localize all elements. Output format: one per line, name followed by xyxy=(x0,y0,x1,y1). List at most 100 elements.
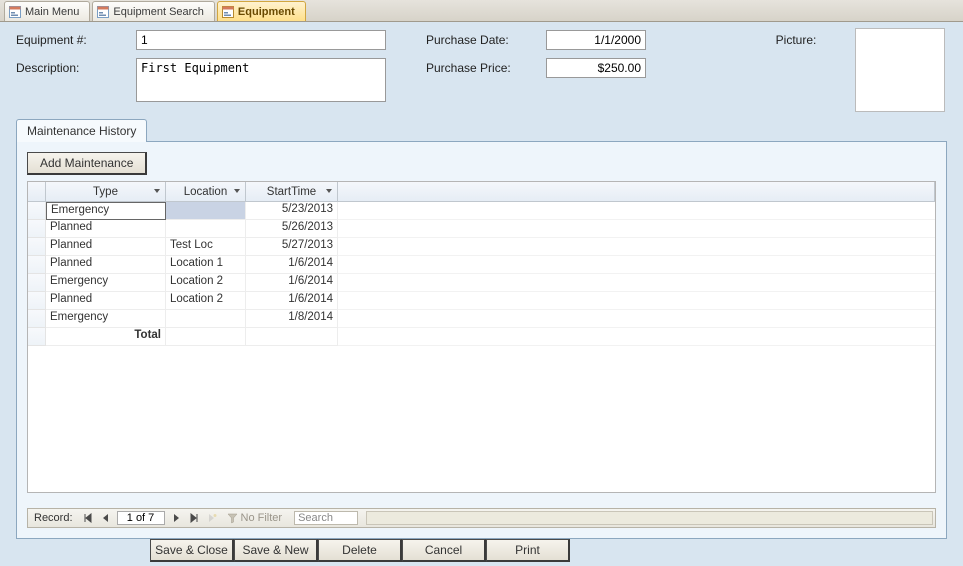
cell-empty xyxy=(338,328,935,346)
form-icon xyxy=(9,6,21,18)
nav-new-button[interactable] xyxy=(203,509,221,527)
print-button[interactable]: Print xyxy=(486,539,570,562)
column-header-starttime[interactable]: StartTime xyxy=(246,182,338,201)
form-icon xyxy=(97,6,109,18)
row-selector[interactable] xyxy=(28,274,46,292)
cell-location[interactable]: Test Loc xyxy=(166,238,246,256)
nav-first-button[interactable] xyxy=(79,509,97,527)
tab-label: Main Menu xyxy=(25,6,79,18)
table-row[interactable]: Planned 5/26/2013 xyxy=(28,220,935,238)
tab-label: Equipment xyxy=(238,6,295,18)
table-row[interactable]: Emergency 1/8/2014 xyxy=(28,310,935,328)
tab-main-menu[interactable]: Main Menu xyxy=(4,1,90,21)
picture-box[interactable] xyxy=(855,28,945,112)
column-header-blank xyxy=(338,182,935,201)
chevron-down-icon[interactable] xyxy=(232,186,242,196)
row-selector[interactable] xyxy=(28,310,46,328)
table-row[interactable]: Emergency 5/23/2013 xyxy=(28,202,935,220)
chevron-down-icon[interactable] xyxy=(324,186,334,196)
cell-type[interactable]: Planned xyxy=(46,292,166,310)
maintenance-history-panel: Add Maintenance Type Location xyxy=(16,141,947,539)
cell-empty xyxy=(338,256,935,274)
row-selector[interactable] xyxy=(28,238,46,256)
column-label: Location xyxy=(184,186,227,198)
row-selector[interactable] xyxy=(28,220,46,238)
cell-empty xyxy=(338,310,935,328)
totals-label: Total xyxy=(46,328,166,346)
nav-next-button[interactable] xyxy=(167,509,185,527)
tab-maintenance-history[interactable]: Maintenance History xyxy=(16,119,147,142)
column-label: Type xyxy=(93,186,118,198)
record-label: Record: xyxy=(28,509,79,527)
no-filter-indicator[interactable]: No Filter xyxy=(221,509,289,527)
cell-empty xyxy=(166,328,246,346)
cell-empty xyxy=(338,202,935,220)
cell-empty xyxy=(338,274,935,292)
delete-button[interactable]: Delete xyxy=(318,539,402,562)
form-action-bar: Save & Close Save & New Delete Cancel Pr… xyxy=(0,539,963,562)
save-close-button[interactable]: Save & Close xyxy=(150,539,234,562)
cell-starttime[interactable]: 5/27/2013 xyxy=(246,238,338,256)
equipment-no-input[interactable] xyxy=(136,30,386,50)
document-tabs: Main Menu Equipment Search Equipment xyxy=(0,0,963,22)
cell-location[interactable] xyxy=(166,202,246,220)
cell-type[interactable]: Emergency xyxy=(46,274,166,292)
cell-empty xyxy=(338,220,935,238)
row-selector[interactable] xyxy=(28,202,46,220)
table-row[interactable]: PlannedTest Loc5/27/2013 xyxy=(28,238,935,256)
cell-empty xyxy=(338,292,935,310)
description-input[interactable] xyxy=(136,58,386,102)
cell-type[interactable]: Planned xyxy=(46,220,166,238)
cell-location[interactable] xyxy=(166,220,246,238)
table-row[interactable]: EmergencyLocation 21/6/2014 xyxy=(28,274,935,292)
cell-starttime[interactable]: 1/6/2014 xyxy=(246,256,338,274)
cell-starttime[interactable]: 5/26/2013 xyxy=(246,220,338,238)
cell-starttime[interactable]: 1/6/2014 xyxy=(246,292,338,310)
form-icon xyxy=(222,6,234,18)
record-search-input[interactable] xyxy=(294,511,358,525)
cancel-button[interactable]: Cancel xyxy=(402,539,486,562)
purchase-price-input[interactable] xyxy=(546,58,646,78)
cell-location[interactable]: Location 1 xyxy=(166,256,246,274)
filter-icon xyxy=(227,513,238,524)
description-label: Description: xyxy=(16,58,136,75)
table-row[interactable]: PlannedLocation 11/6/2014 xyxy=(28,256,935,274)
totals-row: Total xyxy=(28,328,935,346)
cell-type[interactable]: Emergency xyxy=(46,310,166,328)
column-label: StartTime xyxy=(267,186,316,198)
cell-location[interactable] xyxy=(166,310,246,328)
tab-label: Equipment Search xyxy=(113,6,204,18)
select-all-rows[interactable] xyxy=(28,182,46,201)
purchase-price-label: Purchase Price: xyxy=(426,58,546,75)
column-header-type[interactable]: Type xyxy=(46,182,166,201)
record-navigator: Record: No Filter xyxy=(27,508,936,528)
cell-type[interactable]: Planned xyxy=(46,238,166,256)
picture-label: Picture: xyxy=(766,30,826,47)
cell-starttime[interactable]: 5/23/2013 xyxy=(246,202,338,220)
cell-type[interactable]: Emergency xyxy=(46,202,166,220)
chevron-down-icon[interactable] xyxy=(152,186,162,196)
row-selector[interactable] xyxy=(28,292,46,310)
cell-starttime[interactable]: 1/8/2014 xyxy=(246,310,338,328)
record-position-input[interactable] xyxy=(117,511,165,525)
cell-location[interactable]: Location 2 xyxy=(166,292,246,310)
row-selector[interactable] xyxy=(28,256,46,274)
cell-empty xyxy=(338,238,935,256)
cell-type[interactable]: Planned xyxy=(46,256,166,274)
cell-location[interactable]: Location 2 xyxy=(166,274,246,292)
table-row[interactable]: PlannedLocation 21/6/2014 xyxy=(28,292,935,310)
equipment-no-label: Equipment #: xyxy=(16,30,136,47)
column-header-location[interactable]: Location xyxy=(166,182,246,201)
horizontal-scrollbar[interactable] xyxy=(366,511,933,525)
add-maintenance-button[interactable]: Add Maintenance xyxy=(27,152,147,175)
nav-prev-button[interactable] xyxy=(97,509,115,527)
save-new-button[interactable]: Save & New xyxy=(234,539,318,562)
tab-equipment-search[interactable]: Equipment Search xyxy=(92,1,215,21)
tab-equipment[interactable]: Equipment xyxy=(217,1,306,21)
row-selector xyxy=(28,328,46,346)
purchase-date-input[interactable] xyxy=(546,30,646,50)
cell-empty xyxy=(246,328,338,346)
cell-starttime[interactable]: 1/6/2014 xyxy=(246,274,338,292)
no-filter-label: No Filter xyxy=(241,512,283,524)
nav-last-button[interactable] xyxy=(185,509,203,527)
